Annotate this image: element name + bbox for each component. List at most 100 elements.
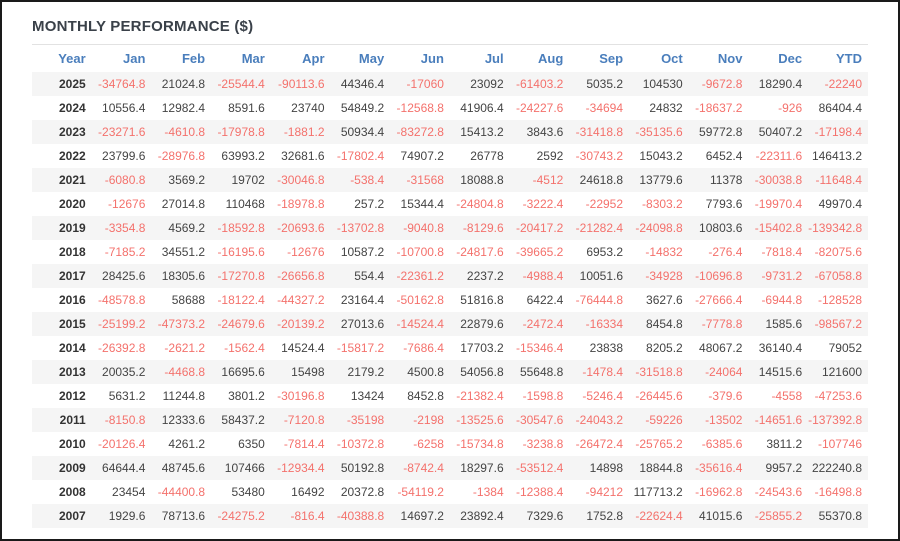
cell-value: -44327.2	[277, 293, 325, 307]
cell-value: 63993.2	[221, 149, 265, 163]
cell-value: -4988.4	[522, 269, 564, 283]
cell-value: -7814.4	[283, 437, 325, 451]
cell-value: 49970.4	[818, 197, 862, 211]
column-header-jan: Jan	[123, 51, 146, 66]
cell-value: -12388.4	[515, 485, 564, 499]
cell-value: -35616.4	[695, 461, 743, 475]
cell-value: -53512.4	[515, 461, 564, 475]
column-header-mar: Mar	[241, 51, 265, 66]
cell-value: 7329.6	[526, 509, 564, 523]
cell-value: -30743.2	[575, 149, 624, 163]
table-header: Year Jan Feb Mar Apr May Jun Jul Aug Sep Oct Nov Dec…	[32, 45, 868, 72]
cell-value: 10556.4	[102, 101, 146, 115]
cell-value: 121600	[821, 365, 862, 379]
cell-value: -21282.4	[575, 221, 624, 235]
cell-value: -16962.8	[695, 485, 743, 499]
column-header-sep: Sep	[599, 51, 624, 66]
cell-value: -9672.8	[701, 77, 743, 91]
cell-value: -35198	[346, 413, 385, 427]
cell-value: -3354.8	[104, 221, 146, 235]
table-row-2009: 2009 64644.4 48745.6 107466 -12934.4 50192.8 -…	[32, 456, 868, 480]
cell-value: -24043.2	[575, 413, 624, 427]
cell-value: -61403.2	[515, 77, 564, 91]
cell-value: -47373.2	[157, 317, 206, 331]
cell-value: 16492	[291, 485, 325, 499]
cell-value: 44346.4	[340, 77, 385, 91]
table-row-2022: 2022 23799.6 -28976.8 63993.2 32681.6 -17802.…	[32, 144, 868, 168]
column-header-jul: Jul	[484, 51, 504, 66]
cell-value: -44400.8	[157, 485, 206, 499]
cell-value: -24679.6	[217, 317, 265, 331]
cell-value: -25765.2	[635, 437, 683, 451]
cell-value: -12568.8	[396, 101, 444, 115]
cell-value: -18592.8	[217, 221, 265, 235]
cell-value: 50934.4	[340, 125, 385, 139]
cell-value: -4512	[532, 173, 564, 187]
table-header-row: Year Jan Feb Mar Apr May Jun Jul Aug Sep Oct Nov Dec…	[32, 45, 868, 72]
cell-value: -30547.6	[515, 413, 564, 427]
cell-value: 6350	[238, 437, 265, 451]
cell-value: -23271.6	[98, 125, 146, 139]
cell-value: -13525.6	[456, 413, 504, 427]
cell-value: 20372.8	[340, 485, 385, 499]
cell-value: 14515.6	[758, 365, 803, 379]
cell-value: -12934.4	[277, 461, 325, 475]
cell-value: -47253.6	[814, 389, 862, 403]
column-header-nov: Nov	[717, 51, 743, 66]
cell-value: -76444.8	[575, 293, 624, 307]
cell-year: 2008	[59, 485, 86, 499]
cell-value: 23740	[291, 101, 325, 115]
cell-value: 23164.4	[340, 293, 385, 307]
cell-value: 15498	[291, 365, 325, 379]
cell-value: -26445.6	[635, 389, 683, 403]
cell-value: 18088.8	[460, 173, 504, 187]
cell-value: -24098.8	[635, 221, 683, 235]
cell-value: -2621.2	[164, 341, 206, 355]
cell-value: -12676	[287, 245, 325, 259]
table-row-2018: 2018 -7185.2 34551.2 -16195.6 -12676 10587.2-…	[32, 240, 868, 264]
cell-value: 78713.6	[161, 509, 206, 523]
cell-value: -15817.2	[336, 341, 385, 355]
column-header-dec: Dec	[778, 51, 803, 66]
table-row-2013: 2013 20035.2 -4468.8 16695.6 15498 2179.2 4500…	[32, 360, 868, 384]
cell-value: 22879.6	[460, 317, 504, 331]
cell-value: -34764.8	[98, 77, 146, 91]
cell-value: -926	[778, 101, 803, 115]
cell-value: -7818.4	[761, 245, 803, 259]
cell-value: -24064	[705, 365, 743, 379]
cell-value: 10051.6	[579, 269, 624, 283]
cell-value: 13424	[350, 389, 385, 403]
cell-value: 4500.8	[407, 365, 444, 379]
cell-value: 7793.6	[705, 197, 743, 211]
cell-value: -98567.2	[814, 317, 862, 331]
cell-year: 2021	[59, 173, 86, 187]
column-header-year: Year	[58, 51, 86, 66]
cell-value: -1598.8	[522, 389, 564, 403]
cell-value: -39665.2	[515, 245, 564, 259]
cell-value: -2198	[413, 413, 444, 427]
cell-value: -8303.2	[642, 197, 683, 211]
cell-value: -15346.4	[515, 341, 564, 355]
cell-value: 8591.6	[228, 101, 265, 115]
cell-value: 59772.8	[699, 125, 743, 139]
cell-value: -90113.6	[278, 77, 325, 91]
table-row-2012: 2012 5631.2 11244.8 3801.2 -30196.8 13424 8452…	[32, 384, 868, 408]
cell-value: -9731.2	[761, 269, 803, 283]
cell-value: 58688	[171, 293, 206, 307]
cell-value: -34694	[585, 101, 624, 115]
cell-year: 2016	[59, 293, 86, 307]
cell-value: -25855.2	[754, 509, 803, 523]
cell-value: -20417.2	[515, 221, 564, 235]
cell-value: 23454	[112, 485, 146, 499]
cell-value: 15043.2	[639, 149, 683, 163]
cell-value: -14651.6	[754, 413, 803, 427]
cell-value: 1929.6	[108, 509, 146, 523]
column-header-aug: Aug	[538, 51, 564, 66]
cell-value: -25199.2	[98, 317, 146, 331]
cell-value: 41906.4	[460, 101, 504, 115]
cell-value: 257.2	[354, 197, 385, 211]
cell-value: -18122.4	[217, 293, 265, 307]
cell-value: 21024.8	[161, 77, 206, 91]
cell-value: -7120.8	[283, 413, 325, 427]
